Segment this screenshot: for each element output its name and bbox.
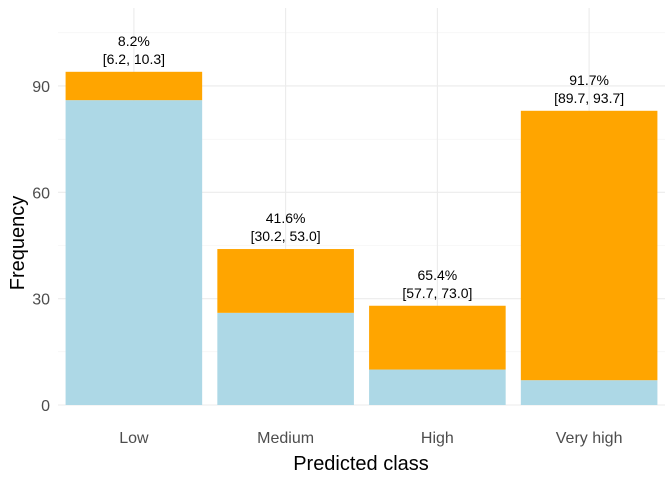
bar-segment-lower-high bbox=[369, 369, 506, 405]
y-tick-label: 30 bbox=[32, 292, 50, 309]
bar-interval-label: [30.2, 53.0] bbox=[251, 228, 321, 244]
bar-segment-lower-very-high bbox=[520, 380, 658, 405]
bar-segment-upper-very-high bbox=[520, 110, 658, 381]
bar-annotations: 8.2% [6.2, 10.3] 41.6% [30.2, 53.0] 65.4% [57… bbox=[103, 33, 624, 301]
bar-percent-label: 91.7% bbox=[569, 72, 609, 88]
bar-segment-upper-medium bbox=[217, 249, 354, 313]
x-axis-ticks: Low Medium High Very high bbox=[119, 430, 622, 447]
y-axis-title: Frequency bbox=[7, 196, 29, 291]
bars bbox=[65, 71, 658, 406]
y-tick-label: 60 bbox=[32, 185, 50, 202]
bar-interval-label: [89.7, 93.7] bbox=[554, 90, 624, 106]
bar-segment-lower-medium bbox=[217, 312, 354, 405]
bar-percent-label: 65.4% bbox=[418, 267, 458, 283]
bar-segment-lower-low bbox=[65, 100, 203, 406]
bar-interval-label: [6.2, 10.3] bbox=[103, 51, 165, 67]
bar-percent-label: 8.2% bbox=[118, 33, 150, 49]
bar-interval-label: [57.7, 73.0] bbox=[402, 285, 472, 301]
x-tick-label: Low bbox=[119, 430, 149, 447]
x-tick-label: High bbox=[421, 430, 454, 447]
y-tick-label: 0 bbox=[41, 398, 50, 415]
y-tick-label: 90 bbox=[32, 79, 50, 96]
x-tick-label: Very high bbox=[556, 430, 623, 447]
x-axis-title: Predicted class bbox=[293, 453, 429, 475]
bar-segment-upper-low bbox=[65, 71, 203, 101]
bar-segment-upper-high bbox=[369, 305, 506, 370]
bar-percent-label: 41.6% bbox=[266, 210, 306, 226]
y-axis-ticks: 0 30 60 90 bbox=[32, 79, 50, 415]
x-tick-label: Medium bbox=[257, 430, 314, 447]
